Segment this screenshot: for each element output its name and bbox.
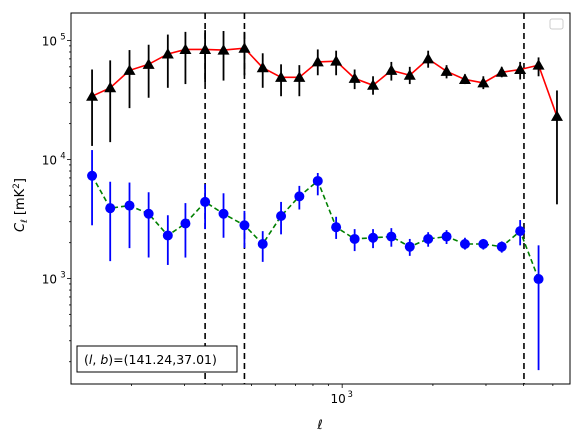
series-1-point-21: [478, 238, 489, 249]
series-0-point-22: [495, 66, 508, 77]
series-1-point-16: [386, 231, 397, 242]
series-0-point-1: [104, 81, 117, 93]
series-1-point-19: [441, 231, 452, 242]
series-1-point-3: [143, 208, 154, 219]
x-tick-label-exp-0: 3: [347, 390, 352, 400]
series-1-point-22: [496, 241, 507, 252]
series-1-point-10: [276, 211, 287, 222]
series-0-point-23: [514, 63, 527, 74]
series-0-point-6: [199, 43, 212, 54]
y-tick-label-1: 10: [42, 153, 57, 167]
series-1-point-18: [423, 233, 434, 244]
x-tick-label-0: 10: [331, 392, 346, 406]
y-tick-label-2: 10: [42, 34, 57, 48]
series-group: [86, 30, 563, 371]
annotation-text: (l, b)=(141.24,37.01): [84, 352, 217, 367]
series-0-point-14: [348, 72, 361, 83]
series-1-point-9: [257, 238, 268, 249]
plot-frame: [70, 12, 571, 385]
series-0-point-2: [123, 64, 136, 75]
series-1-point-24: [533, 274, 544, 285]
series-0-point-21: [477, 76, 490, 88]
series-1-point-7: [218, 208, 229, 219]
series-0-point-15: [367, 79, 380, 90]
series-1-point-14: [349, 233, 360, 244]
series-0-point-9: [256, 61, 269, 73]
series-1-point-4: [162, 230, 173, 241]
annotation-box: [76, 345, 238, 373]
series-1-point-5: [180, 218, 191, 229]
series-1-point-0: [87, 170, 98, 181]
y-tick-label-exp-2: 5: [60, 32, 65, 42]
series-1-point-23: [515, 226, 526, 237]
series-1-point-17: [404, 241, 415, 252]
series-0-point-16: [385, 64, 398, 75]
series-0-point-10: [275, 71, 288, 82]
series-0-point-25: [550, 110, 563, 121]
series-1-point-1: [105, 203, 116, 214]
series-0-point-8: [238, 42, 251, 53]
series-0-point-17: [403, 69, 416, 80]
series-0-point-4: [161, 47, 174, 59]
series-0-point-5: [179, 43, 192, 54]
series-0-point-24: [532, 59, 545, 70]
series-0-point-11: [293, 71, 306, 82]
series-1: [87, 150, 544, 371]
y-axis-label: Cℓ [mK2]: [12, 178, 30, 232]
series-0-point-20: [458, 73, 471, 84]
series-0: [86, 30, 563, 205]
series-0-point-13: [330, 55, 343, 66]
series-1-point-20: [459, 238, 470, 249]
x-axis-label: ℓ: [316, 418, 322, 433]
series-0-point-0: [86, 90, 99, 101]
series-0-point-19: [440, 65, 453, 76]
legend-box: [549, 18, 564, 30]
series-1-point-12: [312, 175, 323, 186]
series-1-point-11: [294, 191, 305, 202]
series-0-point-12: [311, 55, 324, 67]
series-0-point-3: [142, 58, 155, 69]
series-1-point-13: [331, 222, 342, 233]
y-tick-label-exp-1: 4: [60, 151, 65, 161]
x-axis-ticks: 10 3: [131, 384, 554, 406]
series-1-point-8: [239, 220, 250, 231]
vertical-reference-lines: [204, 13, 525, 384]
series-1-point-15: [368, 232, 379, 243]
series-1-point-2: [124, 200, 135, 211]
y-tick-label-0: 10: [42, 273, 57, 287]
series-1-point-6: [200, 196, 211, 207]
series-1-line: [91, 175, 540, 280]
y-tick-label-exp-0: 3: [60, 271, 65, 281]
series-0-line: [91, 47, 558, 117]
series-0-point-7: [217, 44, 230, 55]
series-0-point-18: [422, 52, 435, 64]
